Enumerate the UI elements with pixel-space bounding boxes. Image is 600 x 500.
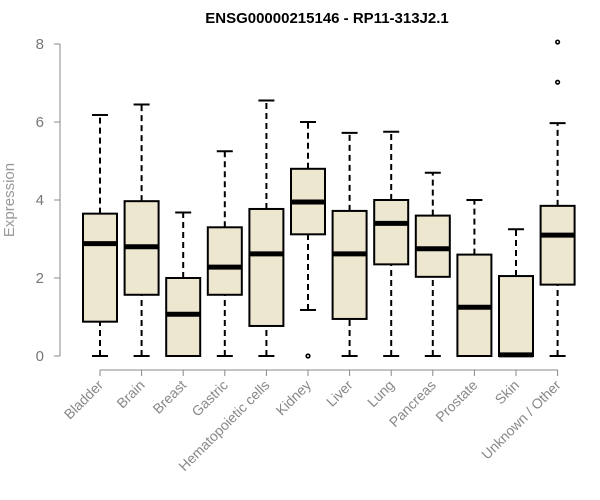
x-tick-label: Unknown / Other <box>478 377 564 463</box>
box-iqr <box>165 277 202 357</box>
box-iqr <box>498 275 534 357</box>
box-11 <box>498 228 534 358</box>
y-axis-label: Expression <box>1 163 18 237</box>
box-iqr <box>206 226 243 296</box>
y-tick-label: 0 <box>36 348 44 365</box>
box-8 <box>373 130 410 357</box>
box-iqr <box>539 204 576 286</box>
x-tick-label: Skin <box>492 377 523 408</box>
box-6 <box>290 121 326 359</box>
box-iqr <box>331 209 368 320</box>
y-tick-label: 2 <box>36 270 44 287</box>
box-iqr <box>248 207 285 327</box>
outlier-point <box>554 39 561 45</box>
box-12 <box>539 39 576 357</box>
x-tick-label: Breast <box>149 377 189 417</box>
chart-title: ENSG00000215146 - RP11-313J2.1 <box>205 10 449 27</box>
y-axis: 0 2 4 6 8 <box>36 36 61 365</box>
box-5 <box>248 99 285 357</box>
box-iqr <box>82 212 118 323</box>
box-3 <box>165 211 202 357</box>
box-2 <box>123 103 160 357</box>
outlier-point <box>554 79 561 85</box>
x-tick-label: Lung <box>364 377 397 410</box>
x-tick-label: Bladder <box>61 377 107 423</box>
y-tick-label: 6 <box>36 114 44 131</box>
x-tick-label: Liver <box>323 377 356 410</box>
x-tick-label: Kidney <box>273 377 315 419</box>
box-9 <box>414 171 451 357</box>
x-tick-label: Prostate <box>432 377 480 425</box>
box-10 <box>456 199 493 358</box>
box-4 <box>206 150 243 357</box>
x-tick-label: Brain <box>113 377 147 411</box>
box-7 <box>331 131 368 357</box>
boxes-group <box>82 39 576 359</box>
outlier-point <box>305 353 311 359</box>
y-tick-label: 8 <box>36 36 44 53</box>
box-iqr <box>414 214 451 278</box>
y-tick-label: 4 <box>36 192 44 209</box>
box-1 <box>82 113 118 357</box>
box-iqr <box>373 199 410 266</box>
